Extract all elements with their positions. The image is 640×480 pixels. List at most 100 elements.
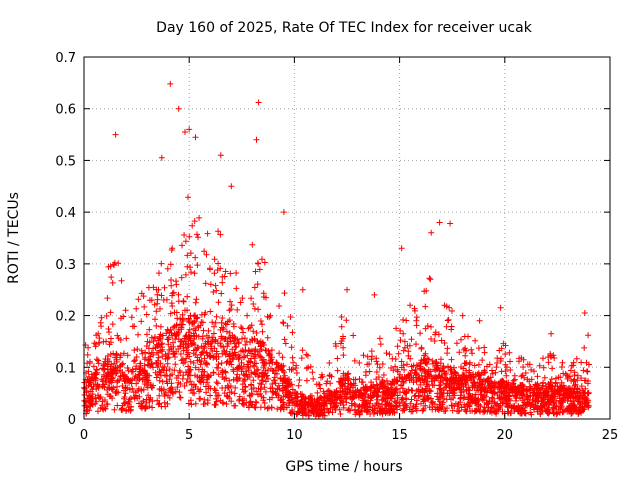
data-point	[254, 338, 261, 345]
data-point	[334, 355, 341, 362]
data-point	[155, 401, 162, 408]
data-point	[137, 360, 144, 367]
data-point	[352, 376, 359, 383]
data-point	[296, 377, 303, 383]
data-point	[248, 350, 255, 357]
data-point	[167, 80, 174, 87]
y-tick-label: 0.1	[55, 361, 76, 376]
data-point	[566, 373, 573, 380]
data-point	[471, 384, 478, 390]
data-point	[277, 404, 284, 411]
data-point	[133, 363, 140, 370]
data-point	[280, 209, 287, 216]
data-point	[236, 364, 243, 371]
data-point	[215, 260, 222, 267]
x-tick-label: 0	[80, 428, 88, 443]
data-point	[222, 335, 229, 342]
data-point	[207, 352, 213, 359]
data-point	[565, 391, 572, 398]
data-point	[575, 398, 582, 405]
data-point	[154, 291, 161, 298]
data-point	[234, 371, 241, 378]
data-point	[508, 405, 515, 411]
data-point	[133, 354, 140, 360]
data-point	[413, 362, 420, 369]
data-point	[203, 332, 210, 339]
data-point	[465, 396, 472, 403]
data-point	[157, 360, 164, 367]
data-point	[134, 346, 141, 353]
data-point	[265, 348, 272, 354]
data-point	[268, 347, 275, 354]
data-point	[132, 389, 139, 396]
data-point	[185, 363, 192, 370]
data-point	[138, 290, 145, 297]
data-point	[120, 313, 127, 320]
data-point	[281, 336, 288, 343]
y-tick-label: 0	[68, 413, 76, 428]
data-point	[399, 385, 406, 392]
data-point	[414, 374, 420, 381]
data-point	[337, 411, 344, 417]
data-point	[187, 397, 194, 404]
data-point	[175, 298, 182, 305]
data-point	[376, 364, 383, 371]
data-point	[405, 386, 412, 393]
data-point	[205, 341, 212, 348]
data-point	[116, 367, 123, 374]
data-point	[169, 245, 176, 252]
data-point	[419, 407, 426, 414]
data-point	[207, 281, 214, 288]
data-point	[281, 376, 288, 383]
data-point	[343, 317, 350, 324]
data-point	[532, 404, 539, 410]
data-point	[392, 363, 399, 370]
data-point	[550, 400, 557, 407]
data-point	[368, 348, 375, 355]
data-point	[86, 379, 93, 386]
data-point	[218, 290, 225, 297]
data-point	[543, 389, 550, 396]
data-point	[410, 379, 417, 386]
data-point	[445, 364, 451, 371]
data-point	[191, 325, 197, 332]
y-tick-label: 0.4	[55, 206, 76, 221]
data-point	[316, 381, 323, 388]
data-point	[440, 363, 447, 370]
data-point	[558, 398, 565, 405]
data-point	[298, 355, 305, 362]
data-point	[444, 350, 451, 357]
data-point	[374, 396, 381, 403]
data-point	[117, 352, 124, 359]
data-point	[292, 365, 299, 371]
data-point	[191, 382, 197, 388]
data-point	[181, 383, 188, 389]
data-point	[393, 325, 400, 332]
data-point	[250, 301, 257, 307]
data-point	[584, 368, 591, 375]
data-point	[391, 376, 398, 383]
data-point	[385, 381, 391, 388]
data-point	[400, 362, 407, 369]
data-point	[190, 340, 197, 346]
data-point	[340, 402, 347, 408]
data-point	[185, 371, 192, 378]
data-point	[548, 376, 555, 383]
data-point	[219, 273, 226, 280]
data-point	[131, 358, 137, 365]
data-point	[526, 383, 533, 390]
data-point	[549, 365, 556, 372]
data-point	[214, 380, 221, 387]
data-point	[199, 366, 206, 373]
data-point	[377, 403, 384, 410]
data-point	[154, 300, 161, 307]
data-point	[289, 407, 295, 413]
data-point	[347, 407, 354, 414]
data-point	[287, 314, 294, 320]
data-point	[316, 395, 323, 402]
data-point	[472, 371, 479, 378]
data-point	[239, 381, 246, 388]
data-point	[105, 326, 112, 332]
data-point	[305, 396, 312, 402]
data-point	[119, 405, 126, 412]
